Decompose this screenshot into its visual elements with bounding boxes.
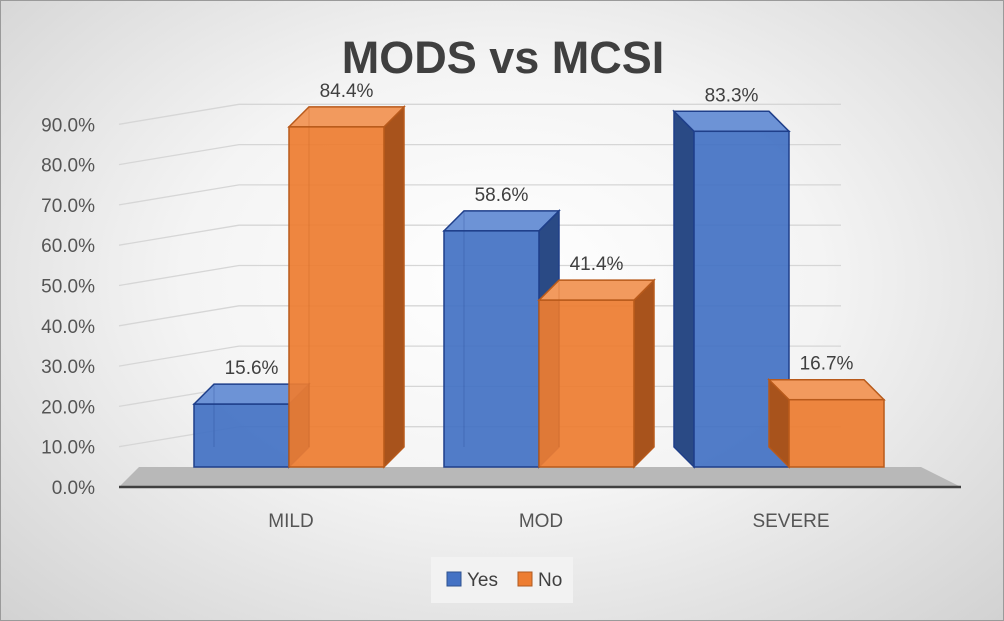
bars <box>192 105 886 469</box>
bar <box>288 126 385 468</box>
x-axis: MILD MOD SEVERE <box>268 511 829 532</box>
gridline <box>118 103 841 125</box>
bar-side <box>633 278 655 469</box>
bar-top <box>537 279 656 301</box>
data-label: 15.6% <box>225 358 279 379</box>
data-labels: 15.6% 84.4% 58.6% 41.4% 83.3% 16.7% <box>225 81 854 379</box>
legend-swatch-no <box>517 571 533 587</box>
y-tick-label: 10.0% <box>41 438 95 459</box>
bar <box>538 299 635 468</box>
bar <box>443 230 540 468</box>
gridlines <box>118 103 841 448</box>
bar-top <box>442 210 561 232</box>
data-label: 58.6% <box>475 185 529 206</box>
gridline <box>118 184 841 206</box>
gridline <box>118 224 841 246</box>
gridline <box>118 264 841 287</box>
x-tick-label: MOD <box>519 511 563 532</box>
legend-label-yes: Yes <box>467 570 498 591</box>
legend-label-no: No <box>538 570 562 591</box>
bar-top <box>672 110 791 133</box>
y-tick-label: 70.0% <box>41 196 95 217</box>
chart-title: MODS vs MCSI <box>342 32 665 83</box>
data-label: 41.4% <box>570 254 624 275</box>
bar-side <box>673 109 695 469</box>
data-label: 84.4% <box>320 81 374 102</box>
y-tick-label: 40.0% <box>41 317 95 338</box>
bar-side <box>383 105 405 469</box>
chart-floor <box>119 467 961 489</box>
gridline <box>118 143 841 166</box>
y-axis: 0.0% 10.0% 20.0% 30.0% 40.0% 50.0% 60.0% 70.0% 8… <box>41 115 95 499</box>
data-label: 16.7% <box>800 354 854 375</box>
y-tick-label: 20.0% <box>41 397 95 418</box>
y-tick-label: 50.0% <box>41 277 95 298</box>
y-tick-label: 0.0% <box>52 478 95 499</box>
y-tick-label: 60.0% <box>41 236 95 257</box>
floor-plane <box>119 467 961 487</box>
bar-top <box>767 378 886 401</box>
legend: Yes No <box>431 557 573 603</box>
y-tick-label: 80.0% <box>41 156 95 177</box>
x-tick-label: SEVERE <box>752 511 829 532</box>
x-tick-label: MILD <box>268 511 313 532</box>
data-label: 83.3% <box>705 85 759 106</box>
y-tick-label: 90.0% <box>41 115 95 136</box>
legend-swatch-yes <box>446 571 462 587</box>
y-tick-label: 30.0% <box>41 357 95 378</box>
bar <box>788 398 885 468</box>
bar <box>193 403 290 468</box>
bar-top <box>287 106 406 128</box>
